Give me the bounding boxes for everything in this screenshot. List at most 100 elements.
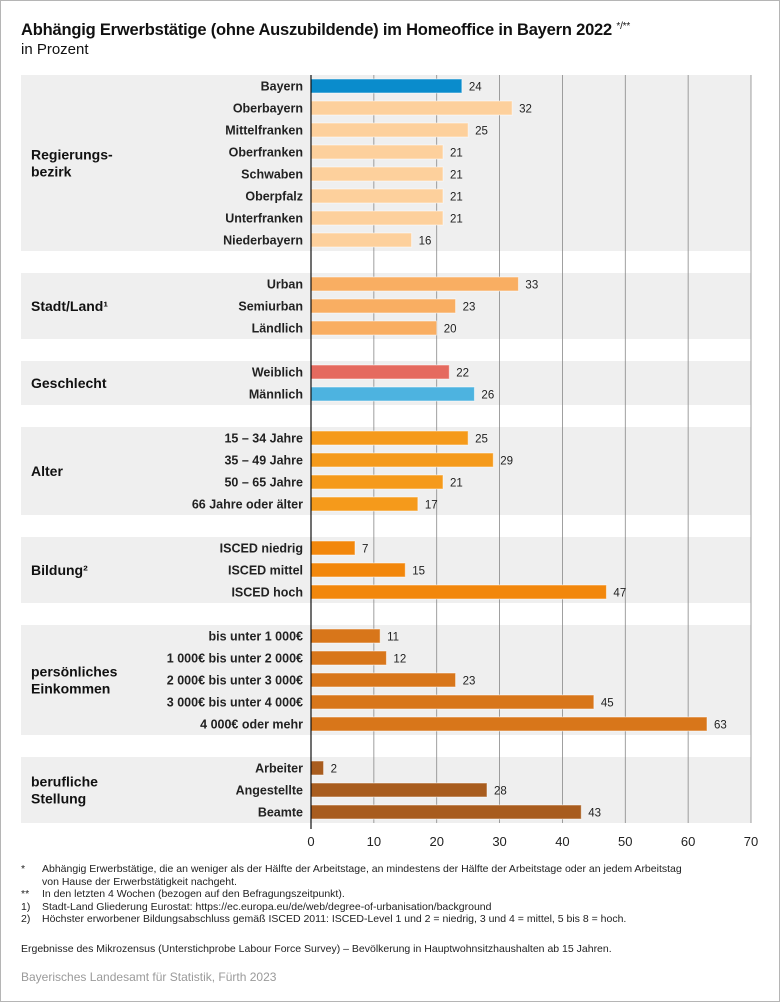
category-label: 66 Jahre oder älter bbox=[192, 498, 303, 512]
category-label: Angestellte bbox=[236, 784, 303, 798]
category-label: Urban bbox=[267, 278, 303, 292]
data-label: 21 bbox=[450, 192, 463, 204]
x-tick-label: 30 bbox=[492, 834, 506, 849]
bar-chart: Regierungs-bezirk Stadt/Land¹ Geschlecht Al… bbox=[21, 75, 758, 849]
bar bbox=[310, 320, 438, 336]
chart-title: Abhängig Erwerbstätige (ohne Auszubilden… bbox=[21, 21, 630, 40]
bar bbox=[310, 804, 582, 820]
group-label-line: Stadt/Land¹ bbox=[31, 298, 108, 314]
footnote-mark: 2) bbox=[21, 913, 31, 926]
bar bbox=[310, 188, 444, 204]
data-label: 21 bbox=[450, 214, 463, 226]
bar bbox=[310, 122, 469, 138]
footnote-text: Stadt-Land Gliederung Eurostat: https://… bbox=[42, 900, 492, 913]
category-label: Ländlich bbox=[252, 322, 303, 336]
chart-subtitle: in Prozent bbox=[21, 41, 89, 58]
group-label-line: bezirk bbox=[31, 164, 72, 180]
footnote: * Abhängig Erwerbstätige, die an weniger … bbox=[21, 863, 682, 876]
group-label: Stadt/Land¹ bbox=[31, 298, 108, 314]
category-label: Weiblich bbox=[252, 366, 303, 380]
category-label: Bayern bbox=[261, 80, 303, 94]
data-label: 11 bbox=[387, 632, 399, 644]
group-label-line: Einkommen bbox=[31, 681, 110, 697]
x-tick-label: 70 bbox=[744, 834, 758, 849]
footnote: 1) Stadt-Land Gliederung Eurostat: https:… bbox=[21, 901, 682, 914]
group-label-line: berufliche bbox=[31, 774, 98, 790]
data-label: 22 bbox=[456, 368, 469, 380]
category-label: Beamte bbox=[258, 806, 303, 820]
bar bbox=[310, 562, 406, 578]
category-label: Männlich bbox=[249, 388, 303, 402]
group-label: Geschlecht bbox=[31, 375, 107, 391]
data-label: 7 bbox=[362, 544, 368, 556]
footnote-continuation: von Hause der Erwerbstätigkeit nachgeht. bbox=[21, 876, 682, 889]
data-label: 47 bbox=[613, 588, 626, 600]
bar bbox=[310, 430, 469, 446]
group-label-line: persönliches bbox=[31, 664, 118, 680]
data-label: 43 bbox=[588, 808, 601, 820]
bar bbox=[310, 100, 513, 116]
data-label: 25 bbox=[475, 126, 488, 138]
data-label: 23 bbox=[463, 676, 476, 688]
bar bbox=[310, 782, 488, 798]
category-label: 35 – 49 Jahre bbox=[224, 454, 303, 468]
data-label: 2 bbox=[331, 764, 337, 776]
source-credit: Bayerisches Landesamt für Statistik, Für… bbox=[21, 970, 277, 984]
group-label-line: Alter bbox=[31, 463, 63, 479]
category-label: ISCED hoch bbox=[231, 586, 303, 600]
bar bbox=[310, 276, 519, 292]
x-tick-label: 40 bbox=[555, 834, 569, 849]
group-label-line: Geschlecht bbox=[31, 375, 107, 391]
category-label: ISCED mittel bbox=[228, 564, 303, 578]
bar bbox=[310, 672, 457, 688]
title-footnote-marks: */** bbox=[616, 21, 631, 32]
data-label: 21 bbox=[450, 148, 463, 160]
footnote: 2) Höchster erworbener Bildungsabschluss … bbox=[21, 913, 682, 926]
x-tick-label: 10 bbox=[367, 834, 381, 849]
x-tick-label: 0 bbox=[307, 834, 314, 849]
group-label: persönliches Einkommen bbox=[31, 664, 118, 697]
category-label: Oberpfalz bbox=[245, 190, 303, 204]
group-label-line: Stellung bbox=[31, 791, 86, 807]
data-label: 24 bbox=[469, 82, 482, 94]
bar bbox=[310, 694, 595, 710]
category-label: Mittelfranken bbox=[225, 124, 303, 138]
bar bbox=[310, 474, 444, 490]
group-label-line: Bildung² bbox=[31, 562, 88, 578]
bar bbox=[310, 144, 444, 160]
title-text: Abhängig Erwerbstätige (ohne Auszubilden… bbox=[21, 21, 613, 39]
footnote: ** In den letzten 4 Wochen (bezogen auf d… bbox=[21, 888, 682, 901]
data-label: 15 bbox=[412, 566, 425, 578]
category-label: ISCED niedrig bbox=[220, 542, 303, 556]
data-label: 20 bbox=[444, 324, 457, 336]
data-label: 17 bbox=[425, 500, 438, 512]
data-label: 45 bbox=[601, 698, 614, 710]
category-label: bis unter 1 000€ bbox=[209, 630, 304, 644]
category-label: 1 000€ bis unter 2 000€ bbox=[167, 652, 303, 666]
category-label: Niederbayern bbox=[223, 234, 303, 248]
category-label: 15 – 34 Jahre bbox=[224, 432, 303, 446]
data-label: 21 bbox=[450, 170, 463, 182]
category-label: Oberfranken bbox=[229, 146, 303, 160]
group-label-line: Regierungs- bbox=[31, 147, 113, 163]
footnote-text: Abhängig Erwerbstätige, die an weniger a… bbox=[42, 863, 682, 875]
bar bbox=[310, 452, 494, 468]
category-label: Unterfranken bbox=[225, 212, 303, 226]
x-tick-label: 50 bbox=[618, 834, 632, 849]
bar bbox=[310, 364, 450, 380]
bar bbox=[310, 386, 475, 402]
data-label: 25 bbox=[475, 434, 488, 446]
data-label: 32 bbox=[519, 104, 532, 116]
category-label: Semiurban bbox=[238, 300, 303, 314]
category-label: Oberbayern bbox=[233, 102, 303, 116]
data-label: 28 bbox=[494, 786, 507, 798]
x-tick-label: 60 bbox=[681, 834, 695, 849]
bar bbox=[310, 298, 457, 314]
bar bbox=[310, 760, 325, 776]
footnote-text: Höchster erworbener Bildungsabschluss ge… bbox=[42, 913, 627, 926]
bar bbox=[310, 166, 444, 182]
group-label: berufliche Stellung bbox=[31, 774, 98, 807]
footnote-mark: ** bbox=[21, 888, 30, 901]
bar bbox=[310, 232, 413, 248]
footnote-text: von Hause der Erwerbstätigkeit nachgeht. bbox=[42, 875, 237, 888]
